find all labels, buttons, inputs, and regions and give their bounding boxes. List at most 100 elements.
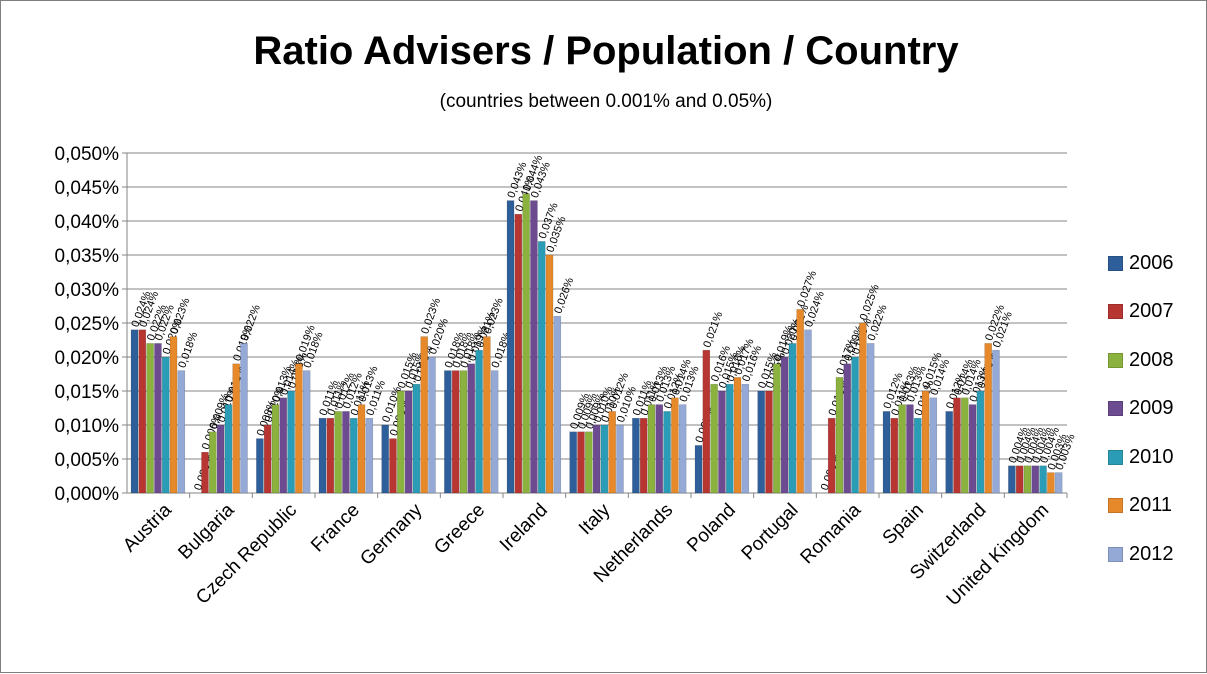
x-tick-label: Austria (119, 499, 176, 556)
bar (569, 431, 577, 494)
bar (961, 397, 969, 494)
legend-item: 2009 (1108, 385, 1174, 434)
bar (553, 315, 562, 494)
chart-subtitle: (countries between 0.001% and 0.05%) (439, 91, 773, 112)
bar (592, 424, 601, 494)
bar (177, 370, 186, 494)
bar (342, 411, 350, 494)
legend-label: 2008 (1129, 348, 1174, 371)
bar (953, 397, 961, 494)
bar (600, 424, 609, 494)
bar (577, 431, 585, 494)
bar (420, 336, 428, 494)
bar (326, 417, 335, 494)
bar (459, 370, 468, 494)
bar (467, 363, 476, 494)
bar (381, 424, 389, 494)
bar (827, 417, 836, 494)
legend-swatch (1108, 401, 1123, 417)
bar (655, 404, 664, 494)
y-tick-label: 0,010% (55, 416, 120, 437)
y-tick-label: 0,050% (55, 144, 120, 165)
y-tick-label: 0,025% (55, 314, 120, 335)
y-tick-label: 0,005% (55, 450, 120, 471)
chart-legend: 2006 2007 2008 2009 2010 2011 2012 (1108, 239, 1174, 579)
bar (780, 356, 789, 494)
x-tick-label: Ireland (496, 500, 552, 556)
x-tick-label: Greece (430, 500, 489, 559)
bar (1054, 472, 1063, 494)
bar (271, 404, 280, 494)
bar (444, 370, 452, 494)
legend-swatch (1108, 255, 1123, 271)
bar (678, 404, 687, 494)
bar (154, 343, 162, 494)
bar (1031, 465, 1040, 494)
legend-label: 2011 (1129, 494, 1173, 517)
bar (632, 417, 640, 494)
bar (671, 397, 679, 494)
bar (882, 411, 891, 494)
bar (514, 213, 523, 494)
bar (725, 383, 734, 494)
data-label: 0,018% (176, 330, 200, 369)
bar (232, 363, 240, 494)
x-tick-label: Poland (683, 500, 740, 557)
bar (773, 363, 781, 494)
bar (240, 343, 248, 494)
bar (843, 363, 852, 494)
bar (349, 417, 358, 494)
legend-item: 2006 (1108, 239, 1174, 288)
bar (851, 356, 859, 494)
chart-title: Ratio Advisers / Population / Country (253, 29, 959, 73)
bar (718, 390, 726, 494)
bar (451, 370, 460, 494)
bar (1008, 465, 1016, 494)
bar (929, 397, 938, 494)
bar (898, 404, 906, 494)
bar (334, 411, 342, 494)
bar (256, 438, 264, 494)
bar (1015, 465, 1024, 494)
legend-swatch (1108, 449, 1123, 465)
bar (530, 200, 538, 494)
bar (906, 404, 914, 494)
data-label: 0,026% (552, 276, 576, 315)
bar (866, 343, 875, 494)
bar (201, 451, 209, 494)
legend-swatch (1108, 304, 1123, 320)
bar (984, 343, 992, 494)
bar (710, 383, 718, 494)
bar (490, 370, 499, 494)
bar (765, 390, 773, 494)
bar (302, 370, 311, 494)
bar (859, 322, 867, 494)
bar (263, 424, 272, 494)
legend-item: 2008 (1108, 336, 1174, 385)
bar (945, 411, 953, 494)
bar (992, 349, 1000, 494)
bar (169, 336, 178, 494)
bar (357, 404, 366, 494)
bar (216, 424, 225, 494)
bar (788, 343, 797, 494)
bar (389, 438, 397, 494)
bar (835, 377, 844, 494)
x-tick-label: Romania (797, 499, 866, 568)
bar (702, 349, 711, 494)
y-tick-label: 0,035% (55, 246, 120, 267)
bar (921, 390, 930, 494)
bar (130, 329, 139, 494)
bar (365, 417, 374, 494)
bar (976, 390, 985, 494)
y-tick-label: 0,045% (55, 178, 120, 199)
bar (279, 397, 288, 494)
bar (890, 417, 899, 494)
bar (537, 241, 546, 494)
bar (1047, 472, 1055, 494)
y-tick-label: 0,000% (55, 484, 120, 505)
y-tick-label: 0,020% (55, 348, 120, 369)
legend-swatch (1108, 546, 1123, 562)
bar (757, 390, 765, 494)
